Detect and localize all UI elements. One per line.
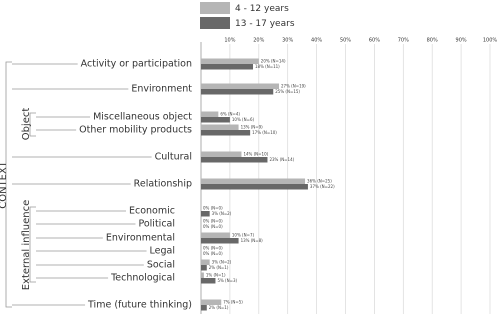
group-label: External influence xyxy=(21,200,32,291)
value-label: 5% (N=3) xyxy=(217,278,237,283)
category-label: Activity or participation xyxy=(81,59,192,70)
value-label: 25% (N=15) xyxy=(275,89,300,94)
category-label: Economic xyxy=(129,206,175,217)
bar xyxy=(201,151,242,157)
value-label: 0% (N=0) xyxy=(203,251,223,256)
group-label: Object xyxy=(21,108,32,141)
legend-swatch xyxy=(200,17,230,29)
bar xyxy=(201,299,222,305)
external-bracket xyxy=(29,206,36,283)
category-label: Relationship xyxy=(134,179,192,190)
value-label: 0% (N=0) xyxy=(203,205,223,210)
bar xyxy=(201,124,239,130)
value-label: 0% (N=0) xyxy=(203,218,223,223)
context-bracket xyxy=(5,61,12,308)
value-label: 10% (N=7) xyxy=(232,232,255,237)
bar xyxy=(201,265,207,271)
value-label: 36% (N=25) xyxy=(307,178,332,183)
bar xyxy=(201,232,230,238)
value-label: 27% (N=19) xyxy=(281,83,306,88)
legend-label: 4 - 12 years xyxy=(235,4,289,14)
x-tick-label: 70% xyxy=(398,38,409,44)
x-tick-label: 20% xyxy=(253,38,264,44)
x-tick-label: 10% xyxy=(224,38,235,44)
value-label: 18% (N=11) xyxy=(255,64,280,69)
bar xyxy=(201,130,251,136)
value-label: 37% (N=22) xyxy=(310,184,335,189)
value-label: 2% (N=1) xyxy=(209,305,229,310)
object-bracket xyxy=(29,112,36,137)
category-label: Technological xyxy=(110,273,175,284)
x-tick-label: 30% xyxy=(282,38,293,44)
bar xyxy=(201,211,210,217)
category-label: Legal xyxy=(150,246,175,257)
x-tick-label: 100% xyxy=(483,38,498,44)
category-label: Cultural xyxy=(155,152,192,163)
value-label: 7% (N=5) xyxy=(223,299,243,304)
category-label: Other mobility products xyxy=(79,125,192,136)
value-label: 0% (N=0) xyxy=(203,245,223,250)
category-label: Environmental xyxy=(106,233,175,244)
bar xyxy=(201,272,204,278)
value-label: 3% (N=2) xyxy=(212,211,232,216)
x-tick-label: 40% xyxy=(311,38,322,44)
category-label: Time (future thinking) xyxy=(87,300,192,311)
bar xyxy=(201,157,268,163)
bar xyxy=(201,178,306,184)
value-label: 2% (N=1) xyxy=(209,265,229,270)
bar xyxy=(201,117,230,123)
bar xyxy=(201,64,254,70)
bar xyxy=(201,58,259,64)
category-label: Environment xyxy=(131,84,192,95)
bar xyxy=(201,83,280,89)
x-tick-label: 50% xyxy=(340,38,351,44)
category-label: Social xyxy=(147,260,175,271)
value-label: 20% (N=14) xyxy=(261,58,286,63)
legend-swatch xyxy=(200,2,230,14)
value-label: 10% (N=6) xyxy=(232,117,255,122)
x-tick-label: 90% xyxy=(456,38,467,44)
bar xyxy=(201,89,274,95)
value-label: 17% (N=10) xyxy=(252,130,277,135)
value-label: 23% (N=14) xyxy=(269,157,294,162)
category-label: Miscellaneous object xyxy=(93,112,192,123)
value-label: 6% (N=4) xyxy=(220,111,240,116)
value-label: 14% (N=10) xyxy=(243,151,268,156)
bar xyxy=(201,259,210,265)
x-tick-label: 60% xyxy=(369,38,380,44)
bar xyxy=(201,305,207,311)
group-label: CONTEXT xyxy=(0,160,9,208)
value-label: 1% (N=1) xyxy=(206,272,226,277)
legend-label: 13 - 17 years xyxy=(235,19,295,29)
value-label: 3% (N=2) xyxy=(212,259,232,264)
bar xyxy=(201,111,219,117)
bar xyxy=(201,278,216,284)
bar xyxy=(201,238,239,244)
value-label: 13% (N=8) xyxy=(241,238,264,243)
brackets xyxy=(5,61,36,308)
x-tick-label: 80% xyxy=(427,38,438,44)
category-label: Political xyxy=(138,219,175,230)
bar xyxy=(201,184,308,190)
value-label: 13% (N=9) xyxy=(241,124,264,129)
value-label: 0% (N=0) xyxy=(203,224,223,229)
